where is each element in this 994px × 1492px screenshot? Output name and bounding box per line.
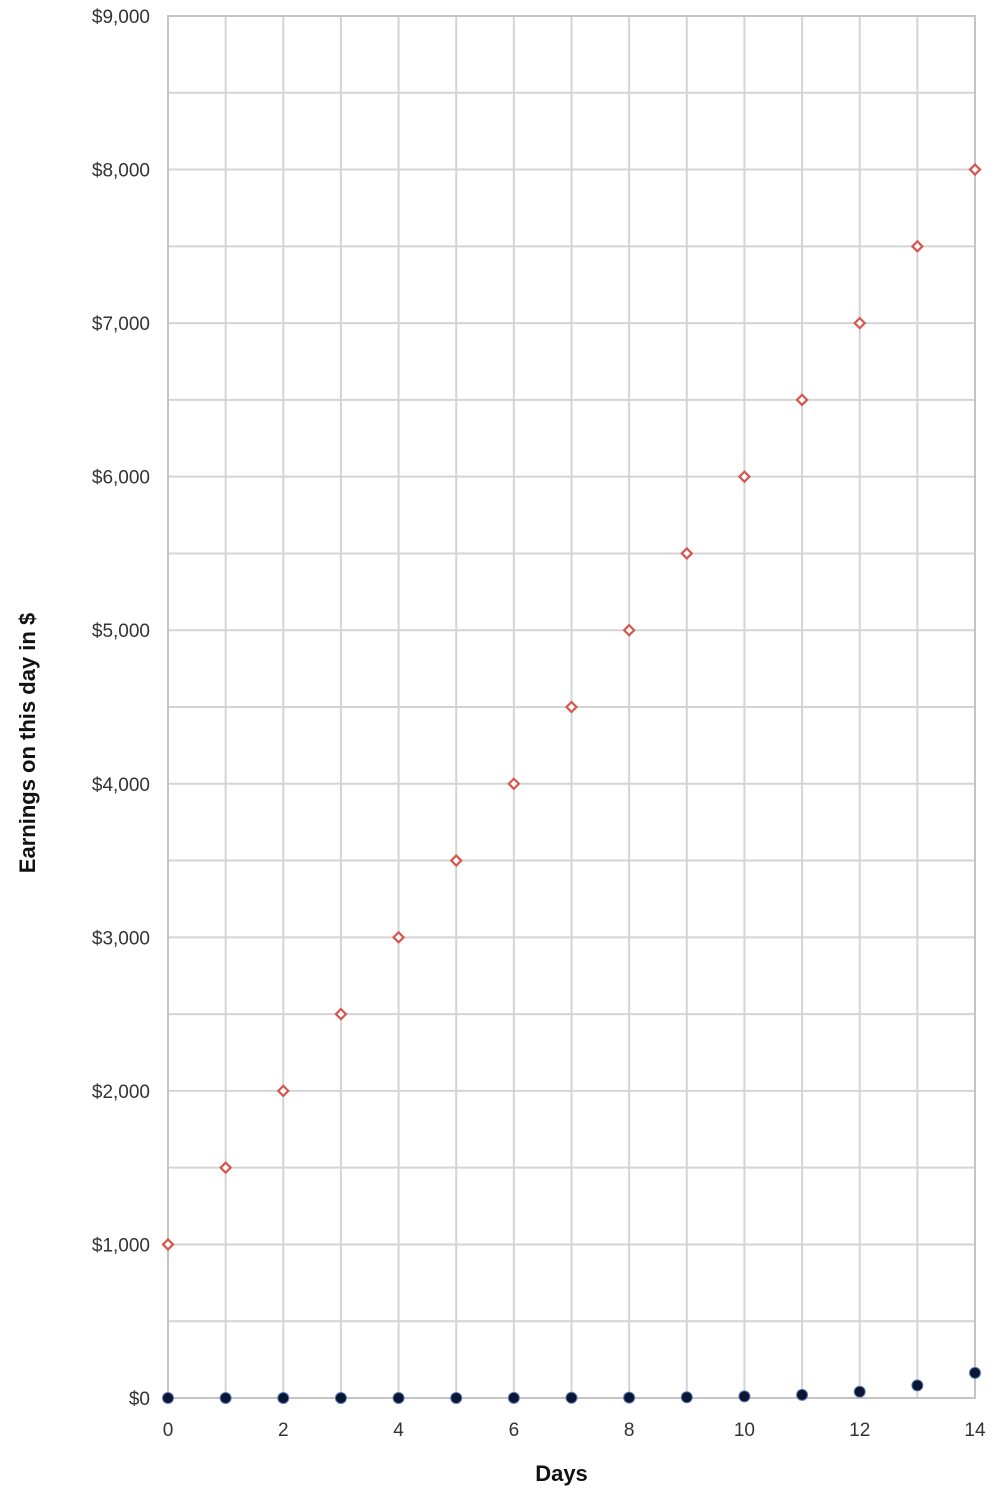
data-point-diamond <box>334 1007 348 1021</box>
x-axis: 0 2 4 6 8 10 12 14 <box>163 1420 986 1441</box>
data-point-circle <box>738 1390 751 1403</box>
x-tick-label: 2 <box>278 1420 289 1441</box>
x-tick-label: 0 <box>163 1420 174 1441</box>
y-axis: $0 $1,000 $2,000 $3,000 $4,000 $5,000 $6,000 $7… <box>92 7 150 1410</box>
data-point-circle <box>277 1391 290 1404</box>
y-tick-label: $0 <box>129 1389 150 1410</box>
data-point-diamond <box>737 470 751 484</box>
y-tick-label: $4,000 <box>92 775 150 796</box>
data-point-circle <box>392 1391 405 1404</box>
data-point-diamond <box>910 239 924 253</box>
data-point-diamond <box>795 393 809 407</box>
data-point-circle <box>969 1366 981 1379</box>
x-axis-title: Days <box>535 1461 588 1486</box>
data-point-diamond <box>968 162 982 177</box>
y-tick-label: $1,000 <box>92 1235 150 1256</box>
data-point-diamond <box>161 1237 175 1252</box>
data-point-diamond <box>449 853 463 868</box>
x-tick-label: 14 <box>964 1420 986 1441</box>
y-tick-label: $6,000 <box>92 468 150 489</box>
data-point-circle <box>796 1388 809 1401</box>
data-point-circle <box>853 1385 866 1398</box>
data-point-diamond <box>219 1161 233 1175</box>
data-point-circle <box>162 1391 174 1404</box>
y-tick-label: $3,000 <box>92 928 150 949</box>
y-axis-title: Earnings on this day in $ <box>15 613 40 873</box>
data-point-circle <box>507 1391 520 1404</box>
y-tick-label: $5,000 <box>92 621 150 642</box>
data-point-diamond <box>392 930 406 944</box>
data-point-circle <box>680 1391 693 1404</box>
y-tick-label: $7,000 <box>92 314 150 335</box>
data-point-diamond <box>507 777 521 791</box>
x-tick-label: 6 <box>509 1420 520 1441</box>
data-point-diamond <box>622 623 636 637</box>
data-points <box>161 162 982 1404</box>
data-point-diamond <box>276 1084 290 1098</box>
x-tick-label: 10 <box>734 1420 755 1441</box>
y-tick-label: $9,000 <box>92 7 150 28</box>
x-tick-label: 8 <box>624 1420 635 1441</box>
data-point-diamond <box>853 316 867 330</box>
data-point-diamond <box>680 546 694 561</box>
data-point-diamond <box>564 700 579 714</box>
data-point-circle <box>334 1391 347 1404</box>
data-point-circle <box>911 1379 924 1392</box>
data-point-circle <box>565 1391 578 1404</box>
y-tick-label: $8,000 <box>92 161 150 182</box>
y-tick-label: $2,000 <box>92 1082 150 1103</box>
x-tick-label: 4 <box>393 1420 404 1441</box>
data-point-circle <box>450 1391 463 1404</box>
data-point-circle <box>219 1391 232 1404</box>
data-point-circle <box>623 1391 636 1404</box>
x-tick-label: 12 <box>849 1420 870 1441</box>
